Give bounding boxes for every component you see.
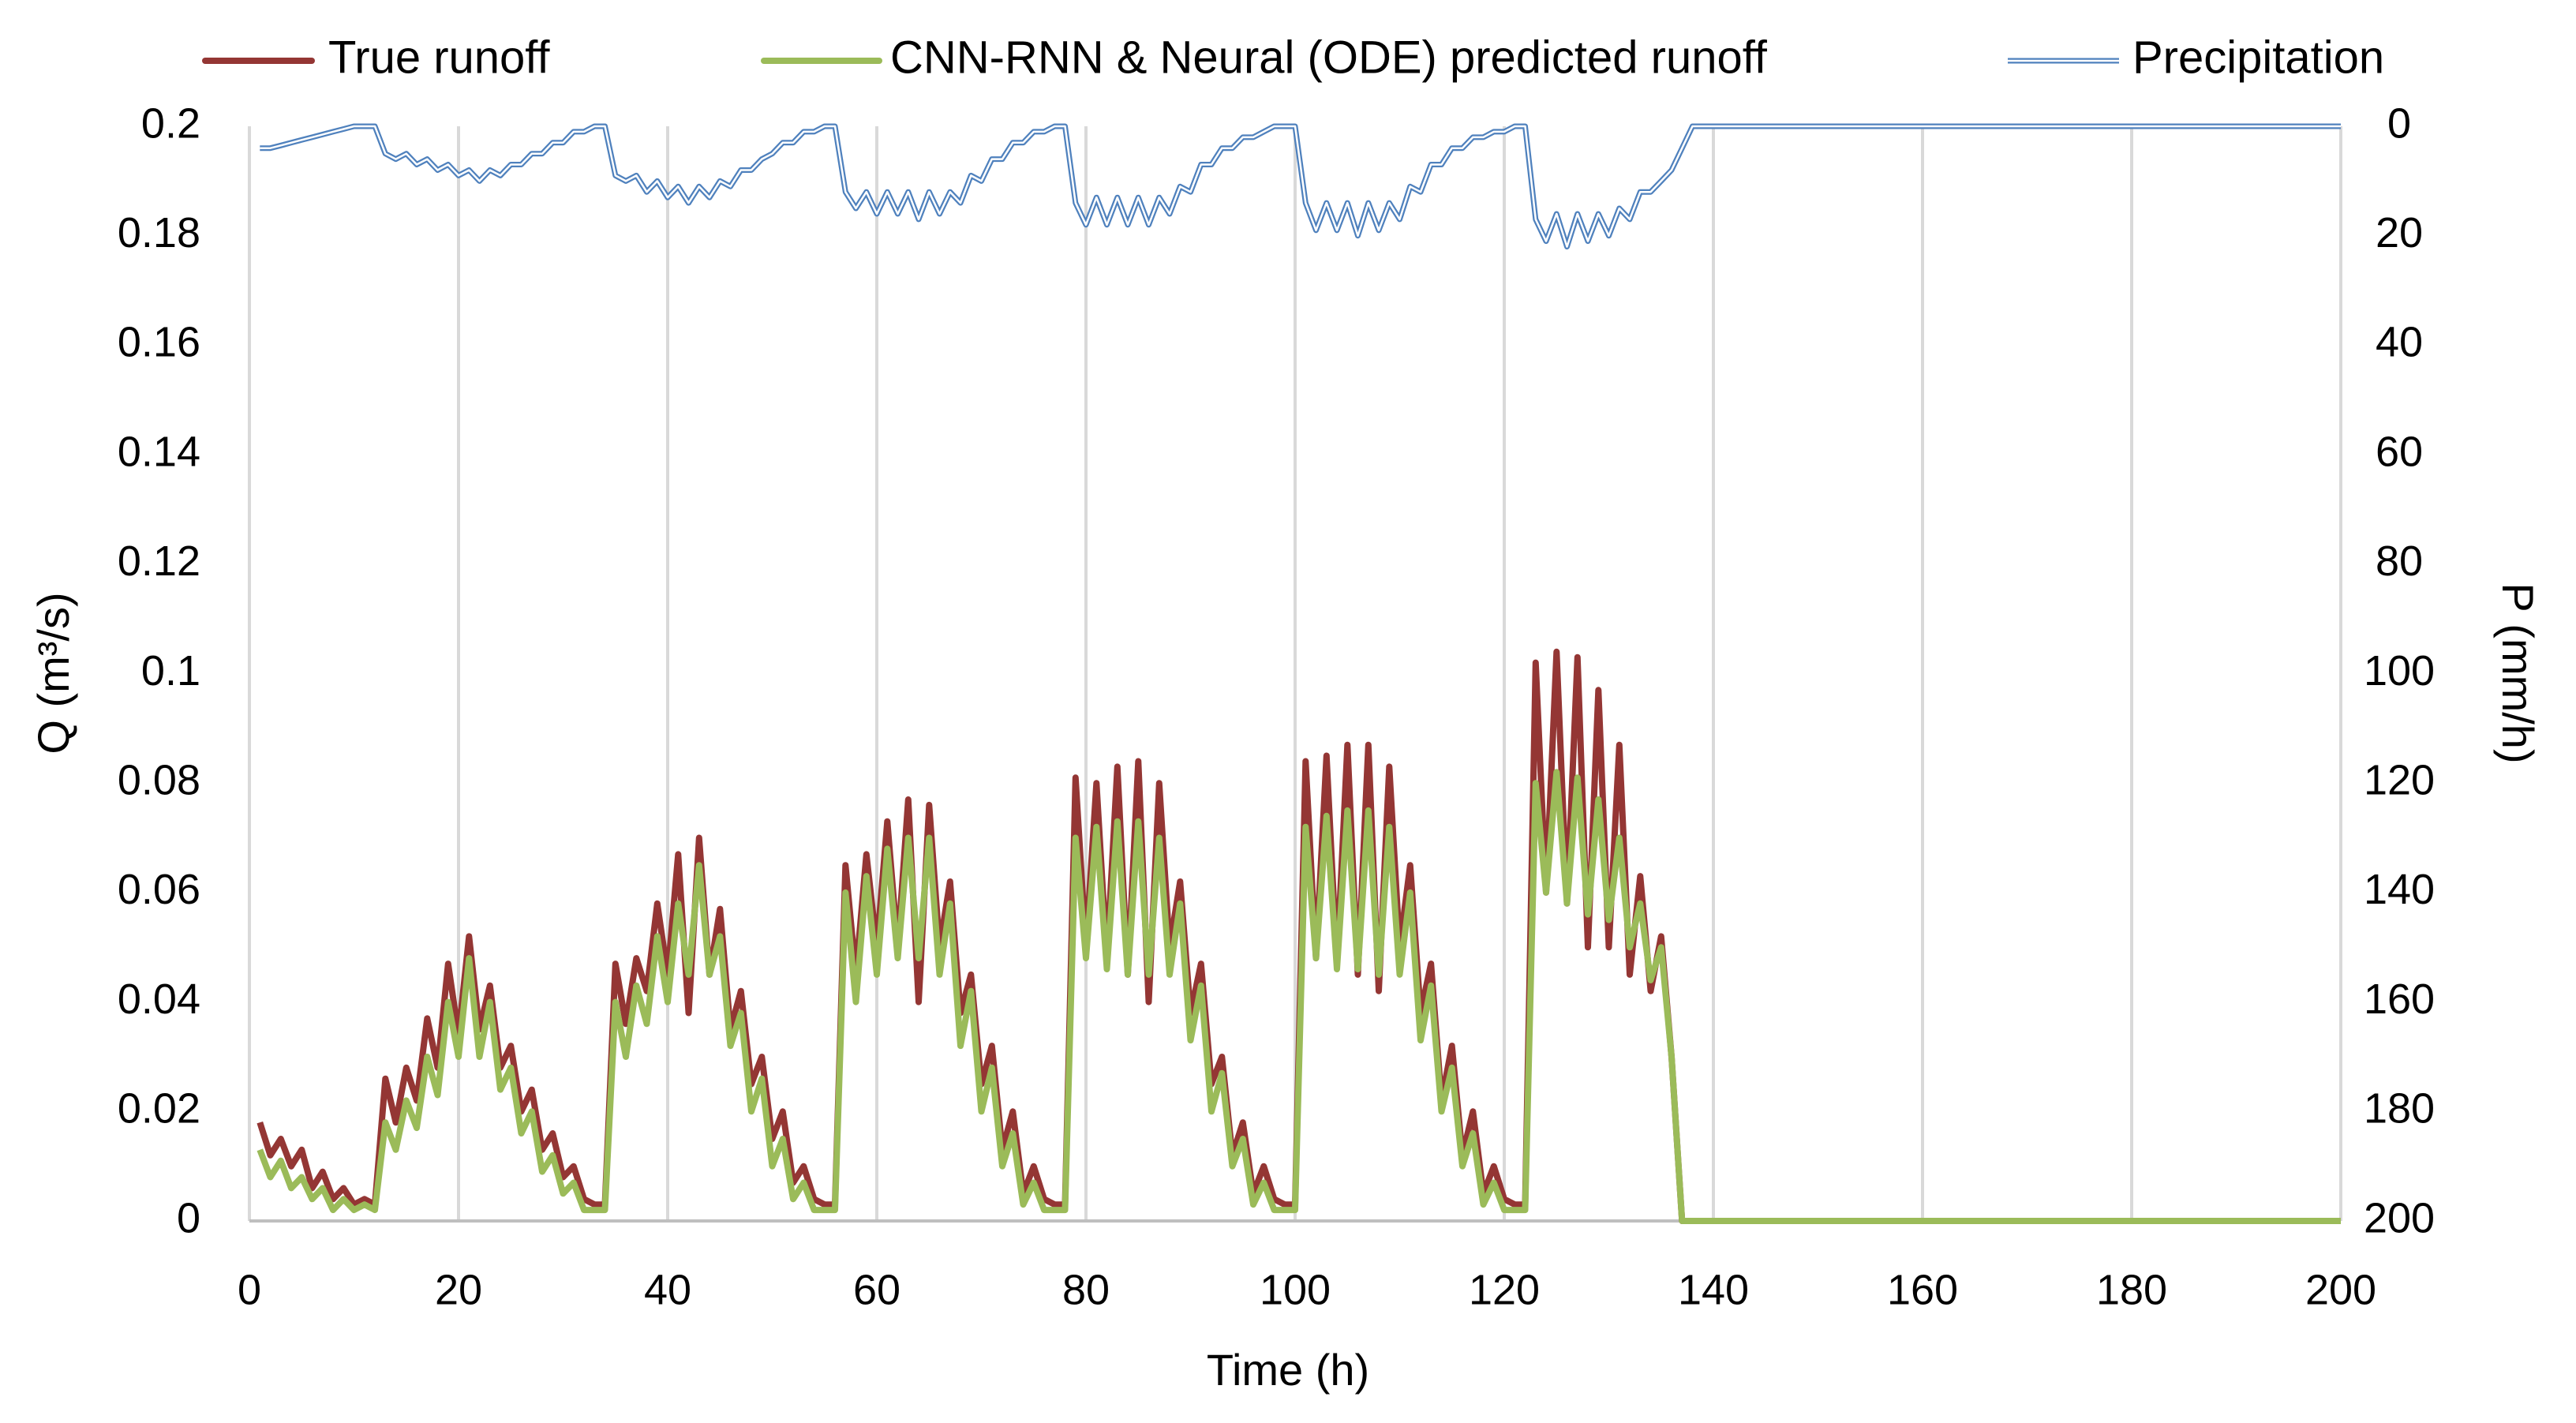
x-tick-label: 20 [435,1266,482,1313]
y2-tick-label: 180 [2364,1085,2435,1133]
x-tick-label: 180 [2096,1266,2167,1313]
y2-tick-label: 80 [2376,537,2423,585]
x-axis-title: Time (h) [1207,1345,1369,1395]
y2-tick-label: 120 [2364,756,2435,803]
y2-tick-label: 200 [2364,1194,2435,1241]
y-tick-label: 0.06 [118,866,200,913]
y2-tick-label: 140 [2364,866,2435,913]
x-tick-label: 200 [2305,1266,2376,1313]
series-line [256,769,2341,1224]
x-tick-label: 60 [853,1266,900,1313]
legend-label: True runoff [328,32,550,83]
x-tick-label: 40 [644,1266,691,1313]
y2-tick-label: 100 [2364,647,2435,695]
x-tick-label: 140 [1678,1266,1749,1313]
y2-tick-label: 60 [2376,428,2423,475]
x-tick-label: 120 [1469,1266,1540,1313]
y-tick-label: 0.16 [118,319,200,366]
y-tick-label: 0.14 [118,428,200,475]
y-tick-label: 0.12 [118,537,200,585]
y-tick-label: 0.2 [141,99,200,147]
y2-tick-label: 0 [2387,99,2411,147]
y-axis-title: Q (m³/s) [28,592,78,754]
y-tick-label: 0.02 [118,1085,200,1133]
y-tick-label: 0.18 [118,209,200,257]
y2-axis-title: P (mm/h) [2493,582,2543,763]
x-tick-label: 0 [238,1266,261,1313]
legend-label: CNN-RNN & Neural (ODE) predicted runoff [890,32,1768,83]
precipitation-line-inner [260,125,2341,248]
y-tick-label: 0.08 [118,756,200,803]
x-tick-label: 100 [1260,1266,1331,1313]
legend-label: Precipitation [2132,32,2384,83]
x-tick-label: 160 [1887,1266,1958,1313]
y-tick-label: 0.1 [141,647,200,695]
y-tick-label: 0.04 [118,976,200,1023]
y2-tick-label: 160 [2364,976,2435,1023]
y2-tick-label: 40 [2376,319,2423,366]
y2-tick-label: 20 [2376,209,2423,257]
y-tick-label: 0 [177,1194,200,1241]
x-tick-label: 80 [1062,1266,1110,1313]
precipitation-line [260,123,2341,250]
